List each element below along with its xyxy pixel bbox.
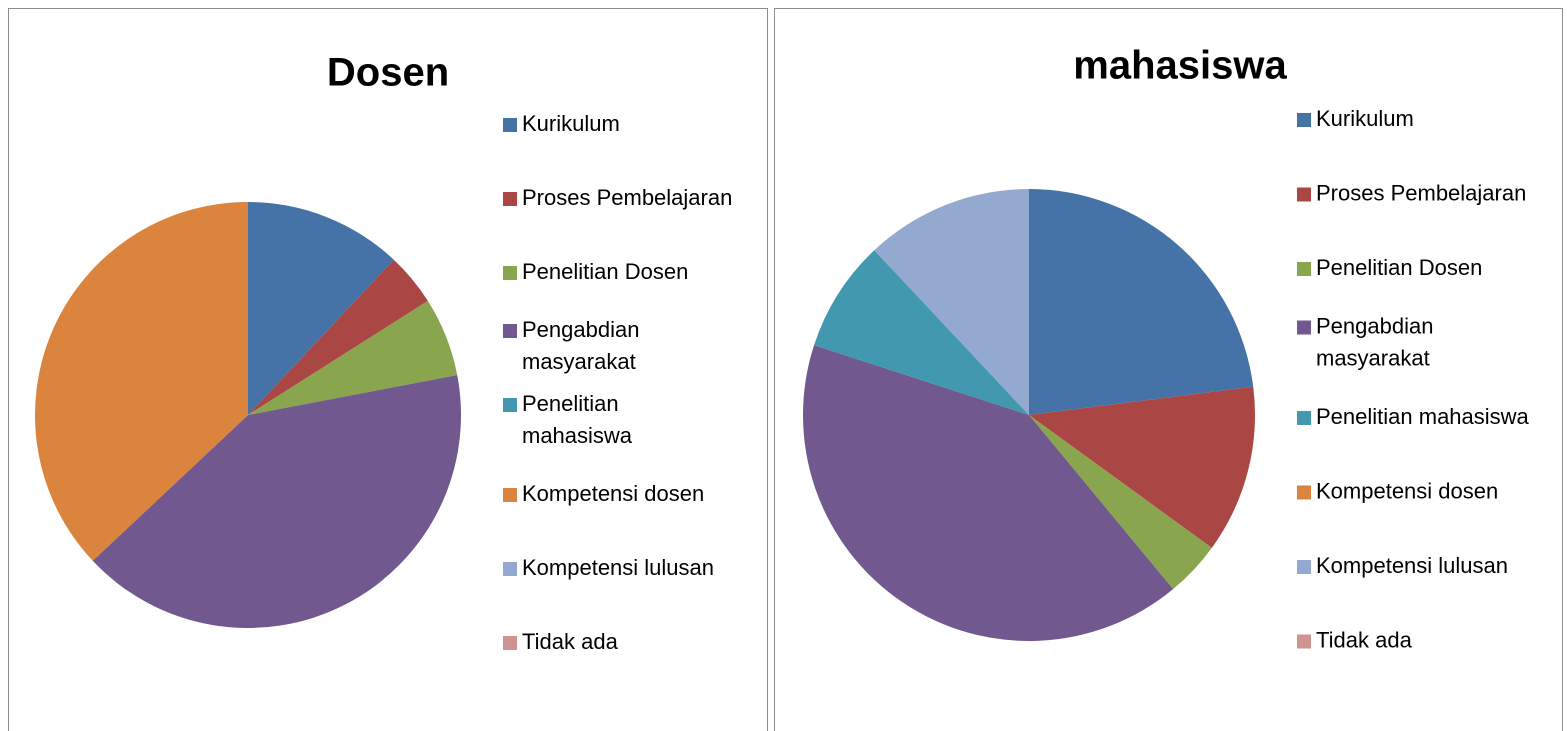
legend-label: Tidak ada (1316, 627, 1413, 652)
pie-slice (35, 202, 249, 561)
legend-swatch (503, 324, 517, 338)
legend-swatch (503, 266, 517, 280)
legend-swatch (1297, 113, 1311, 127)
legend-label: Kompetensi dosen (1316, 478, 1498, 503)
legend-swatch (1297, 262, 1311, 276)
legend-swatch (1297, 411, 1311, 425)
legend-label: Kurikulum (1316, 106, 1414, 131)
legend-swatch (1297, 320, 1311, 335)
legend-label: Pengabdian masyarakat (522, 317, 639, 374)
legend-swatch (503, 636, 517, 650)
pie-slice (92, 375, 462, 628)
pie-slice (1029, 386, 1255, 548)
legend-label: Penelitian mahasiswa (1316, 404, 1530, 429)
legend-swatch (1297, 187, 1311, 202)
legend-swatch (503, 118, 517, 132)
legend-label: Penelitian mahasiswa (522, 391, 633, 448)
pie-slice (248, 300, 458, 415)
pie-slice (814, 250, 1029, 415)
legend-swatch (503, 488, 517, 502)
pie-slice (803, 345, 1174, 642)
legend-label: Tidak ada (522, 629, 619, 654)
chart-title: Dosen (327, 51, 449, 95)
legend-label: Kompetensi lulusan (522, 555, 714, 580)
legend-label: Penelitian Dosen (1316, 255, 1482, 280)
pie-slice (1029, 189, 1254, 415)
legend-swatch (503, 192, 517, 206)
legend-label: Proses Pembelajaran (1316, 180, 1526, 205)
legend-swatch (503, 398, 517, 412)
legend-label: Kompetensi dosen (522, 481, 704, 506)
pie-slice (874, 189, 1029, 415)
legend-label: Penelitian Dosen (522, 259, 688, 284)
legend-swatch (1297, 634, 1311, 649)
chart-title: mahasiswa (1073, 44, 1287, 88)
legend-swatch (1297, 560, 1311, 574)
panel-border (8, 8, 768, 731)
legend-swatch (503, 562, 517, 576)
pie-slice (1029, 415, 1212, 590)
legend-label: Pengabdian masyarakat (1316, 313, 1433, 370)
legend-label: Kurikulum (522, 111, 620, 136)
pie-slice (248, 202, 394, 415)
pie-slice (248, 259, 428, 415)
panel-border (774, 8, 1563, 731)
legend-label: Kompetensi lulusan (1316, 553, 1508, 578)
legend-swatch (1297, 485, 1311, 500)
legend-label: Proses Pembelajaran (522, 185, 732, 210)
